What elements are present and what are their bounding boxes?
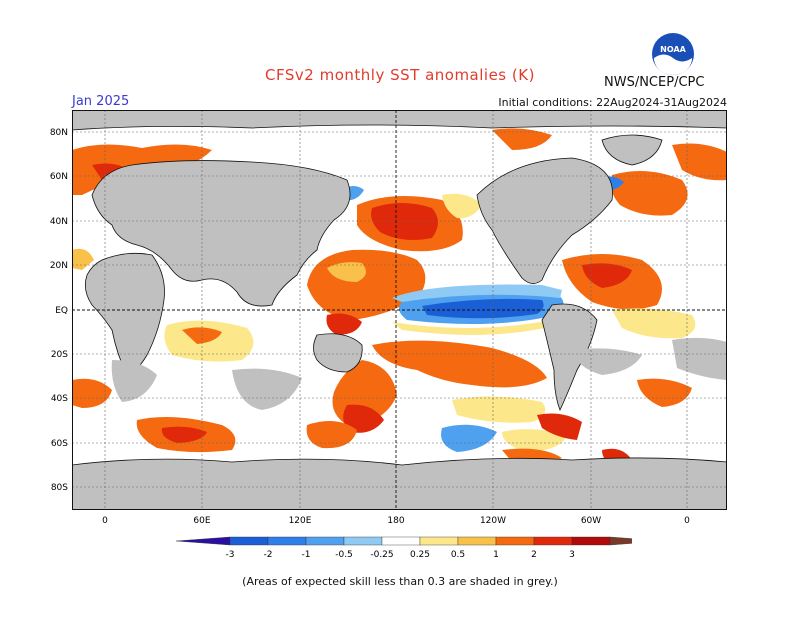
lat-label: 40S	[51, 394, 68, 404]
colorbar-segment	[457, 536, 497, 546]
lat-label: 20N	[50, 261, 68, 271]
colorbar-segment	[343, 536, 383, 546]
colorbar-tick: -1	[302, 550, 311, 560]
lat-label: 80S	[51, 483, 68, 493]
colorbar-tick: -3	[226, 550, 235, 560]
forecast-month: Jan 2025	[72, 94, 130, 109]
map-title: CFSv2 monthly SST anomalies (K)	[265, 66, 535, 84]
colorbar-tick: 3	[569, 550, 575, 560]
colorbar-segment	[305, 536, 345, 546]
sst-anomaly-map	[72, 110, 727, 510]
footnote: (Areas of expected skill less than 0.3 a…	[242, 575, 558, 588]
colorbar-segment	[571, 536, 611, 546]
colorbar-tick: -0.5	[335, 550, 353, 560]
svg-text:NOAA: NOAA	[660, 45, 686, 54]
lon-label: 120E	[289, 516, 312, 526]
lat-label: 20S	[51, 350, 68, 360]
greenland-land	[601, 134, 663, 166]
colorbar-segment	[175, 536, 231, 546]
lat-label: 60S	[51, 439, 68, 449]
colorbar-tick: 1	[493, 550, 499, 560]
latitude-axis: 80N 60N 40N 20N EQ 20S 40S 60S 80S	[50, 128, 68, 493]
colorbar-tick: 2	[531, 550, 537, 560]
australia-land	[313, 333, 363, 373]
colorbar-tick: 0.25	[410, 550, 430, 560]
colorbar-segment	[609, 536, 632, 546]
lon-label: 60W	[581, 516, 601, 526]
lon-label: 120W	[480, 516, 506, 526]
agency-label: NWS/NCEP/CPC	[604, 75, 705, 90]
colorbar-segment	[381, 536, 421, 546]
lat-label: EQ	[55, 306, 68, 316]
colorbar-tick: -0.25	[370, 550, 393, 560]
lon-label: 0	[102, 516, 108, 526]
longitude-axis: 0 60E 120E 180 120W 60W 0	[102, 516, 690, 526]
colorbar-segment	[533, 536, 573, 546]
noaa-logo: NOAA	[652, 33, 694, 75]
colorbar-tick: 0.5	[451, 550, 465, 560]
colorbar-segment	[419, 536, 459, 546]
lat-label: 80N	[50, 128, 68, 138]
lon-label: 0	[684, 516, 690, 526]
map-frame	[72, 110, 727, 510]
lon-label: 60E	[193, 516, 210, 526]
colorbar: -3 -2 -1 -0.5 -0.25 0.25 0.5 1 2 3	[175, 536, 632, 560]
antarctica-land	[72, 457, 727, 510]
colorbar-segment	[267, 536, 307, 546]
arctic-land	[72, 110, 727, 131]
colorbar-segment	[229, 536, 269, 546]
lon-label: 180	[387, 516, 404, 526]
anomaly-fields	[72, 128, 727, 468]
initial-conditions: Initial conditions: 22Aug2024-31Aug2024	[498, 96, 727, 109]
south-america-land	[541, 303, 598, 412]
lat-label: 40N	[50, 217, 68, 227]
colorbar-segment	[495, 536, 535, 546]
eurasia-land	[91, 160, 351, 307]
lat-label: 60N	[50, 172, 68, 182]
colorbar-tick: -2	[264, 550, 273, 560]
low-skill-mask	[111, 337, 727, 410]
reference-lines	[72, 110, 727, 510]
